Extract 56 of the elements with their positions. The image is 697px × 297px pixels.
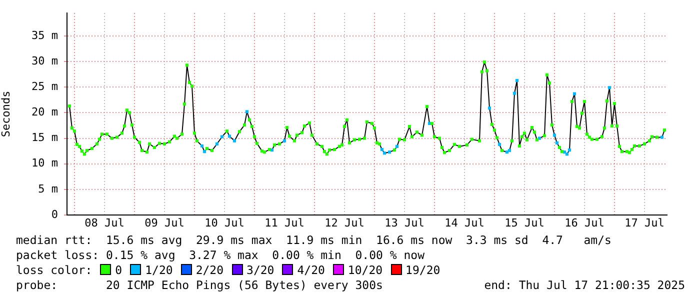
legend-label: 19/20	[406, 263, 440, 277]
point	[228, 134, 232, 138]
x-tick-label: 14 Jul	[444, 216, 484, 230]
point	[232, 139, 236, 142]
x-tick-label: 10 Jul	[204, 216, 244, 230]
y-tick-label: 5 m	[38, 182, 58, 196]
legend-label: 10/20	[348, 263, 383, 277]
y-tick-label: 35 m	[32, 28, 58, 42]
point	[215, 142, 219, 146]
x-tick-label: 17 Jul	[624, 216, 664, 230]
point	[498, 142, 502, 146]
point	[382, 152, 386, 155]
point	[282, 139, 286, 142]
point	[515, 78, 519, 82]
point	[508, 149, 512, 152]
point	[538, 136, 542, 140]
point	[660, 136, 664, 139]
y-tick-label: 0	[51, 208, 58, 221]
point	[200, 144, 204, 148]
point	[220, 135, 224, 138]
legend-label: 0	[115, 263, 122, 277]
point	[488, 106, 492, 110]
y-tick-label: 25 m	[32, 80, 58, 94]
point	[552, 134, 556, 137]
point	[512, 92, 516, 95]
y-tick-label: 10 m	[32, 156, 58, 170]
legend-label: 1/20	[145, 263, 173, 277]
point	[395, 144, 399, 148]
point	[388, 150, 392, 154]
x-tick-label: 09 Jul	[144, 216, 184, 230]
point	[565, 152, 569, 156]
x-tick-label: 13 Jul	[384, 216, 424, 230]
text: end: Thu Jul 17 21:00:35 2025	[484, 278, 685, 293]
point	[568, 148, 572, 152]
text: packet loss: 0.15 % avg 3.27 % max 0.00 % min 0.00 % now	[16, 248, 424, 263]
legend-label: 4/20	[297, 263, 325, 277]
x-tick-label: 11 Jul	[264, 216, 304, 230]
point	[555, 141, 559, 144]
point	[202, 150, 206, 154]
y-tick-label: 30 m	[32, 54, 58, 68]
x-tick-label: 15 Jul	[504, 216, 544, 230]
x-tick-label: 12 Jul	[324, 216, 364, 230]
y-tick-label: 15 m	[32, 131, 58, 144]
x-tick-label: 08 Jul	[84, 216, 124, 230]
point	[245, 110, 249, 114]
point	[380, 148, 384, 152]
legend-label: 3/20	[246, 263, 274, 277]
y-axis-title: Seconds	[0, 90, 12, 138]
y-tick-label: 20 m	[32, 106, 58, 119]
text: probe: 20 ICMP Echo Pings (56 Bytes) every 300s	[16, 278, 383, 293]
text: median rtt: 15.6 ms avg 29.9 ms max 11.9 ms min 16.6 ms now 3.3 ms sd 4.7 am/s	[16, 233, 612, 248]
point	[608, 86, 612, 90]
x-tick-label: 16 Jul	[564, 216, 604, 230]
legend-label: 2/20	[196, 263, 224, 277]
legend-title: loss color:	[16, 263, 92, 277]
point	[572, 92, 576, 96]
